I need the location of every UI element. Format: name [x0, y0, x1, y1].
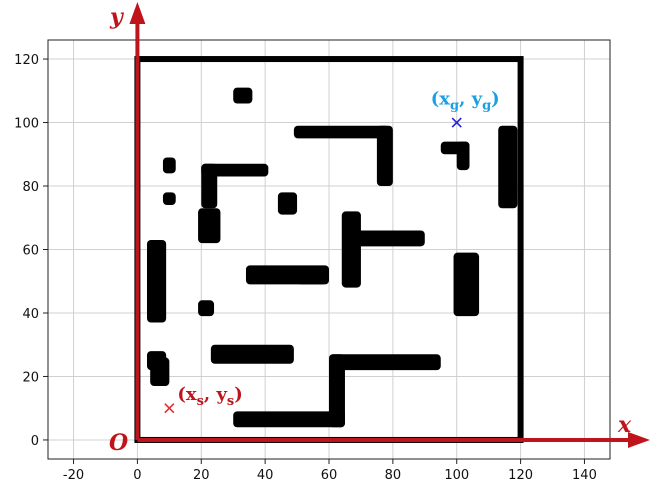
x-tick-label: 80 — [385, 468, 402, 483]
x-axis-label: x — [617, 412, 632, 438]
points: (xs, ys)(xg, yg) — [164, 89, 500, 414]
y-tick-label: 0 — [31, 434, 39, 449]
y-tick-label: 40 — [22, 307, 39, 322]
goal-marker — [451, 117, 462, 128]
goal-label-part: g — [450, 99, 459, 114]
start-label-part: ) — [234, 384, 243, 405]
x-tick-label: 40 — [257, 468, 274, 483]
x-tick-label: 60 — [321, 468, 338, 483]
obstacle — [162, 157, 176, 174]
obstacle — [210, 344, 294, 364]
obstacle — [293, 125, 390, 139]
obstacle — [498, 125, 518, 209]
x-tick-label: 0 — [133, 468, 141, 483]
obstacle — [150, 357, 170, 386]
obstacle — [376, 125, 393, 187]
obstacle — [198, 208, 221, 244]
obstacle — [233, 87, 253, 104]
x-tick-label: 20 — [193, 468, 210, 483]
obstacle — [341, 211, 361, 288]
y-tick-label: 80 — [22, 180, 39, 195]
obstacle — [198, 300, 215, 317]
start-label-part: , y — [204, 384, 228, 405]
obstacle — [201, 163, 269, 177]
obstacle — [453, 252, 480, 317]
obstacle — [162, 192, 176, 206]
start-label-part: (x — [177, 384, 197, 405]
x-tick-label: 120 — [508, 468, 533, 483]
obstacle — [277, 192, 298, 215]
obstacles — [146, 87, 518, 428]
obstacle — [201, 163, 218, 209]
obstacle — [146, 239, 167, 323]
goal-label-part: (x — [431, 89, 451, 110]
x-axis-arrow — [628, 431, 650, 448]
y-tick-label: 100 — [14, 117, 39, 132]
obstacle — [456, 141, 470, 171]
obstacle — [329, 354, 345, 428]
goal-label-part: , y — [459, 89, 483, 110]
start-marker — [164, 403, 175, 414]
obstacle — [329, 354, 441, 371]
coordinate-axes — [129, 2, 650, 448]
y-tick-label: 120 — [14, 53, 39, 68]
y-axis-arrow — [129, 2, 146, 24]
y-tick-label: 20 — [22, 370, 39, 385]
obstacle — [297, 271, 326, 285]
start-label: (xs, ys) — [177, 384, 242, 409]
x-tick-label: 100 — [444, 468, 469, 483]
y-axis-label: y — [109, 4, 125, 30]
obstacle — [354, 230, 425, 247]
y-tick-label: 60 — [22, 244, 39, 259]
x-tick-label: 140 — [572, 468, 597, 483]
start-label-part: s — [227, 394, 234, 409]
goal-label-part: ) — [491, 89, 500, 110]
tick-labels: -20 0 20 40 60 80 100 120 140 0 20 40 60 80 100 120 — [14, 53, 597, 483]
start-label-part: s — [197, 394, 204, 409]
goal-label-part: g — [482, 99, 491, 114]
goal-label: (xg, yg) — [431, 89, 500, 114]
x-tick-label: -20 — [63, 468, 84, 483]
obstacle — [233, 411, 345, 428]
origin-label: O — [109, 430, 128, 456]
